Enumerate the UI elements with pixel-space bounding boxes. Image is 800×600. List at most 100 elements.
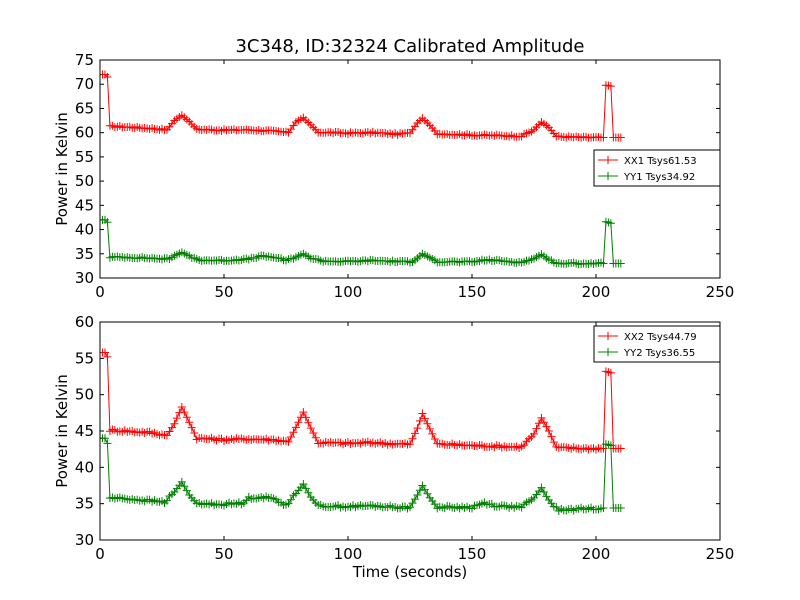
legend-box [593,149,721,187]
data-point [406,440,414,449]
data-point [177,477,186,486]
legend-marker [604,332,612,340]
data-point [423,419,432,428]
data-point [606,82,615,91]
x-tick-label: 50 [214,545,233,563]
data-point [103,72,112,81]
data-point [413,490,422,499]
x-tick-label: 150 [458,283,487,301]
data-point [190,428,199,437]
data-point [547,432,556,441]
legend: XX2 Tsys44.79 YY2 Tsys36.55 [593,325,721,363]
data-point [103,352,112,361]
y-tick-label: 65 [75,99,94,117]
x-axis-label: Time (seconds) [352,563,468,581]
data-point [599,133,608,142]
y-tick-label: 70 [75,75,94,93]
legend-label: YY2 Tsys36.55 [623,348,695,359]
x-tick-label: 0 [95,545,105,563]
legend-marker [604,156,612,164]
data-point [301,413,310,422]
y-tick-label: 40 [75,221,94,239]
data-point [187,423,196,432]
data-point [616,444,625,453]
x-tick-label: 100 [334,283,363,301]
data-point [177,403,186,412]
y-tick-label: 30 [75,269,94,287]
x-tick-label: 250 [706,283,735,301]
data-point [103,439,112,448]
data-point [415,416,424,425]
data-point [291,423,300,432]
legend: XX1 Tsys61.53 YY1 Tsys34.92 [593,149,721,187]
x-tick-label: 0 [95,283,105,301]
x-tick-label: 200 [582,283,611,301]
x-tick-label: 100 [334,545,363,563]
x-tick-label: 200 [582,545,611,563]
data-point [425,424,434,433]
data-point [532,424,541,433]
y-tick-label: 50 [75,386,94,404]
legend-marker [604,172,612,180]
data-point [413,424,422,433]
y-tick-label: 50 [75,172,94,190]
y-tick-label: 55 [75,148,94,166]
y-tick-label: 60 [75,313,94,331]
y-tick-label: 75 [75,51,94,69]
data-point [311,433,320,442]
data-point [423,489,432,498]
data-point [304,418,313,427]
data-point [182,413,191,422]
data-point [530,429,538,438]
y-tick-label: 60 [75,124,94,142]
data-point [162,496,171,505]
data-point [100,434,109,443]
data-point [606,368,615,377]
legend-label: XX1 Tsys61.53 [624,156,697,167]
subplot-2: 0 50 100 150 200 250 30 35 40 45 50 55 60 Power in Ke… [53,313,734,563]
data-point [100,348,109,357]
plots-container: 0 50 100 150 200 250 30 35 40 45 50 55 60 65 70 75 Power… [53,51,734,563]
data-point [408,499,417,508]
y-tick-label: 35 [75,495,94,513]
x-tick-label: 50 [214,283,233,301]
data-point [182,486,191,495]
data-point [534,419,543,428]
data-point [616,133,625,142]
data-point [606,219,615,228]
y-tick-label: 40 [75,458,94,476]
data-point [415,486,424,495]
data-point [406,503,414,512]
data-point [408,434,417,443]
y-axis-label: Power in Kelvin [53,374,71,488]
data-point [286,495,295,504]
y-tick-label: 45 [75,422,94,440]
data-point [185,418,194,427]
data-point [299,480,308,489]
data-point [537,483,546,492]
data-point [420,414,429,423]
legend-label: XX2 Tsys44.79 [624,332,697,343]
data-point [544,427,553,435]
data-point [428,429,437,438]
data-point [539,488,548,497]
data-point [599,504,608,513]
data-point [420,485,429,494]
series-2 [100,215,625,269]
y-tick-label: 35 [75,245,94,263]
data-point [542,422,551,431]
chart-title: 3C348, ID:32324 Calibrated Amplitude [235,36,584,57]
series-2 [100,434,625,516]
data-point [304,488,313,497]
data-point [284,437,293,446]
data-point [430,500,439,509]
data-point [306,424,315,433]
data-point [289,428,298,437]
data-point [430,434,439,443]
x-tick-label: 150 [458,545,487,563]
series-1 [100,70,625,142]
y-tick-label: 55 [75,349,94,367]
x-tick-label: 250 [706,545,735,563]
data-point [616,504,625,513]
